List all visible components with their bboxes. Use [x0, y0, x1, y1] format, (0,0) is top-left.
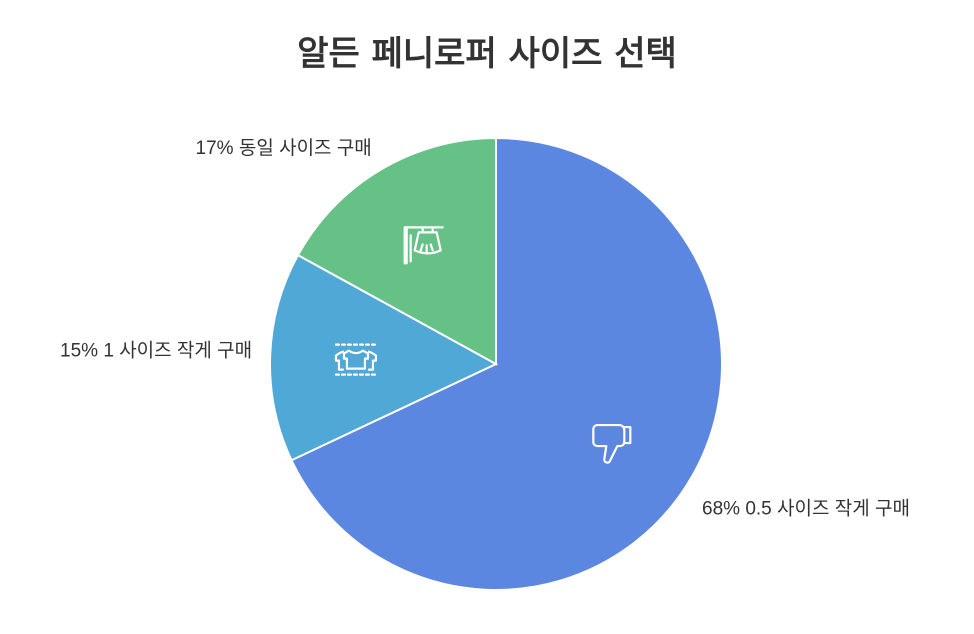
chart-title: 알든 페니로퍼 사이즈 선택	[297, 34, 677, 74]
slice-value-label: 17%	[196, 138, 239, 159]
slice-label: 17% 동일 사이즈 구매	[196, 137, 372, 159]
tshirts-icon	[334, 343, 378, 376]
pie-slices	[269, 136, 723, 591]
slice-label: 15% 1 사이즈 작게 구매	[60, 339, 252, 361]
thumbs-down-icon	[592, 423, 632, 464]
slice-label: 68% 0.5 사이즈 작게 구매	[702, 498, 910, 520]
pie-labels: 68% 0.5 사이즈 작게 구매 15% 1 사이즈 작게 구매 17% 동일 사…	[60, 137, 910, 520]
slice-category-label: 0.5 사이즈 작게 구매	[745, 498, 910, 520]
slice-category-label: 동일 사이즈 구매	[239, 137, 372, 159]
pie-slice	[269, 253, 499, 462]
pie-slice	[296, 136, 497, 366]
slice-value-label: 15%	[60, 340, 103, 361]
clothing-rack-icon	[403, 226, 444, 265]
pie-slice	[290, 136, 723, 591]
slice-category-label: 1 사이즈 작게 구매	[103, 339, 252, 361]
slice-value-label: 68%	[702, 499, 745, 520]
